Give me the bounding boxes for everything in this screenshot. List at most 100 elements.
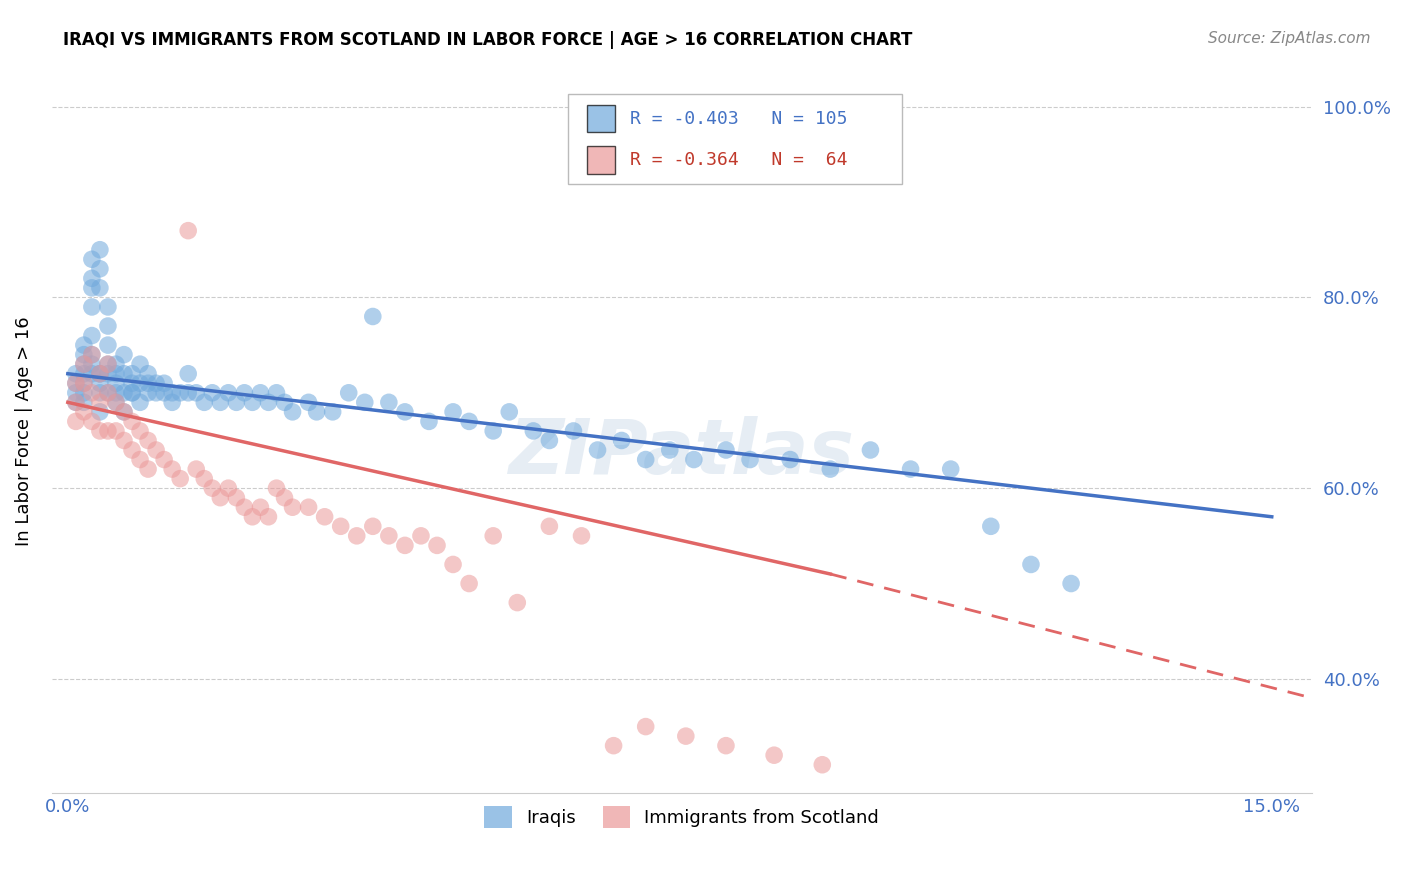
- Point: [104, 357, 127, 371]
- Point: [80, 300, 103, 314]
- Point: [738, 452, 761, 467]
- Point: [97, 357, 120, 371]
- Point: [634, 452, 657, 467]
- Point: [281, 405, 304, 419]
- Point: [112, 385, 135, 400]
- FancyBboxPatch shape: [588, 146, 614, 174]
- Point: [121, 376, 143, 391]
- Point: [346, 529, 368, 543]
- Point: [129, 424, 152, 438]
- Point: [73, 338, 96, 352]
- Point: [1019, 558, 1042, 572]
- Point: [65, 376, 87, 391]
- Point: [441, 558, 464, 572]
- Point: [121, 367, 143, 381]
- Point: [129, 395, 152, 409]
- Point: [97, 300, 120, 314]
- Point: [441, 405, 464, 419]
- Point: [89, 281, 111, 295]
- Point: [273, 395, 295, 409]
- Point: [257, 395, 280, 409]
- Point: [378, 395, 401, 409]
- Point: [562, 424, 585, 438]
- Point: [900, 462, 922, 476]
- Point: [225, 395, 247, 409]
- Point: [811, 757, 834, 772]
- Point: [257, 509, 280, 524]
- Point: [242, 509, 264, 524]
- Point: [97, 367, 120, 381]
- Point: [136, 462, 159, 476]
- Point: [201, 385, 224, 400]
- Point: [73, 376, 96, 391]
- Point: [209, 491, 232, 505]
- Point: [1060, 576, 1083, 591]
- Point: [482, 529, 505, 543]
- Point: [153, 385, 176, 400]
- Point: [65, 395, 87, 409]
- Point: [538, 519, 561, 533]
- Point: [153, 376, 176, 391]
- Point: [458, 576, 481, 591]
- Point: [136, 385, 159, 400]
- Point: [820, 462, 842, 476]
- Point: [80, 414, 103, 428]
- Point: [177, 385, 200, 400]
- Point: [426, 538, 449, 552]
- Point: [65, 395, 87, 409]
- Point: [394, 538, 416, 552]
- Point: [305, 405, 328, 419]
- Point: [112, 405, 135, 419]
- Point: [482, 424, 505, 438]
- Point: [80, 281, 103, 295]
- Point: [610, 434, 633, 448]
- Point: [506, 596, 529, 610]
- Point: [97, 357, 120, 371]
- Text: Source: ZipAtlas.com: Source: ZipAtlas.com: [1208, 31, 1371, 46]
- Point: [160, 462, 183, 476]
- Point: [73, 395, 96, 409]
- Point: [112, 405, 135, 419]
- Point: [160, 385, 183, 400]
- Point: [73, 357, 96, 371]
- Point: [322, 405, 344, 419]
- Point: [97, 385, 120, 400]
- Point: [353, 395, 375, 409]
- Point: [538, 434, 561, 448]
- Point: [571, 529, 593, 543]
- Point: [297, 500, 319, 515]
- Point: [266, 481, 288, 495]
- Point: [112, 434, 135, 448]
- Point: [498, 405, 520, 419]
- Point: [458, 414, 481, 428]
- Point: [121, 385, 143, 400]
- Point: [186, 385, 208, 400]
- Point: [233, 500, 256, 515]
- Point: [273, 491, 295, 505]
- Point: [65, 385, 87, 400]
- Point: [233, 385, 256, 400]
- Point: [779, 452, 801, 467]
- Point: [169, 472, 191, 486]
- Point: [136, 434, 159, 448]
- Text: R = -0.364   N =  64: R = -0.364 N = 64: [630, 151, 848, 169]
- Point: [129, 357, 152, 371]
- Point: [89, 405, 111, 419]
- Point: [121, 385, 143, 400]
- Point: [129, 376, 152, 391]
- Point: [73, 376, 96, 391]
- Point: [177, 367, 200, 381]
- Point: [586, 442, 609, 457]
- Point: [675, 729, 697, 743]
- Text: R = -0.403   N = 105: R = -0.403 N = 105: [630, 110, 848, 128]
- Point: [329, 519, 352, 533]
- Point: [249, 385, 271, 400]
- Point: [65, 414, 87, 428]
- Point: [121, 414, 143, 428]
- Point: [225, 491, 247, 505]
- Point: [249, 500, 271, 515]
- Point: [145, 442, 167, 457]
- Point: [97, 385, 120, 400]
- Point: [89, 367, 111, 381]
- Point: [73, 367, 96, 381]
